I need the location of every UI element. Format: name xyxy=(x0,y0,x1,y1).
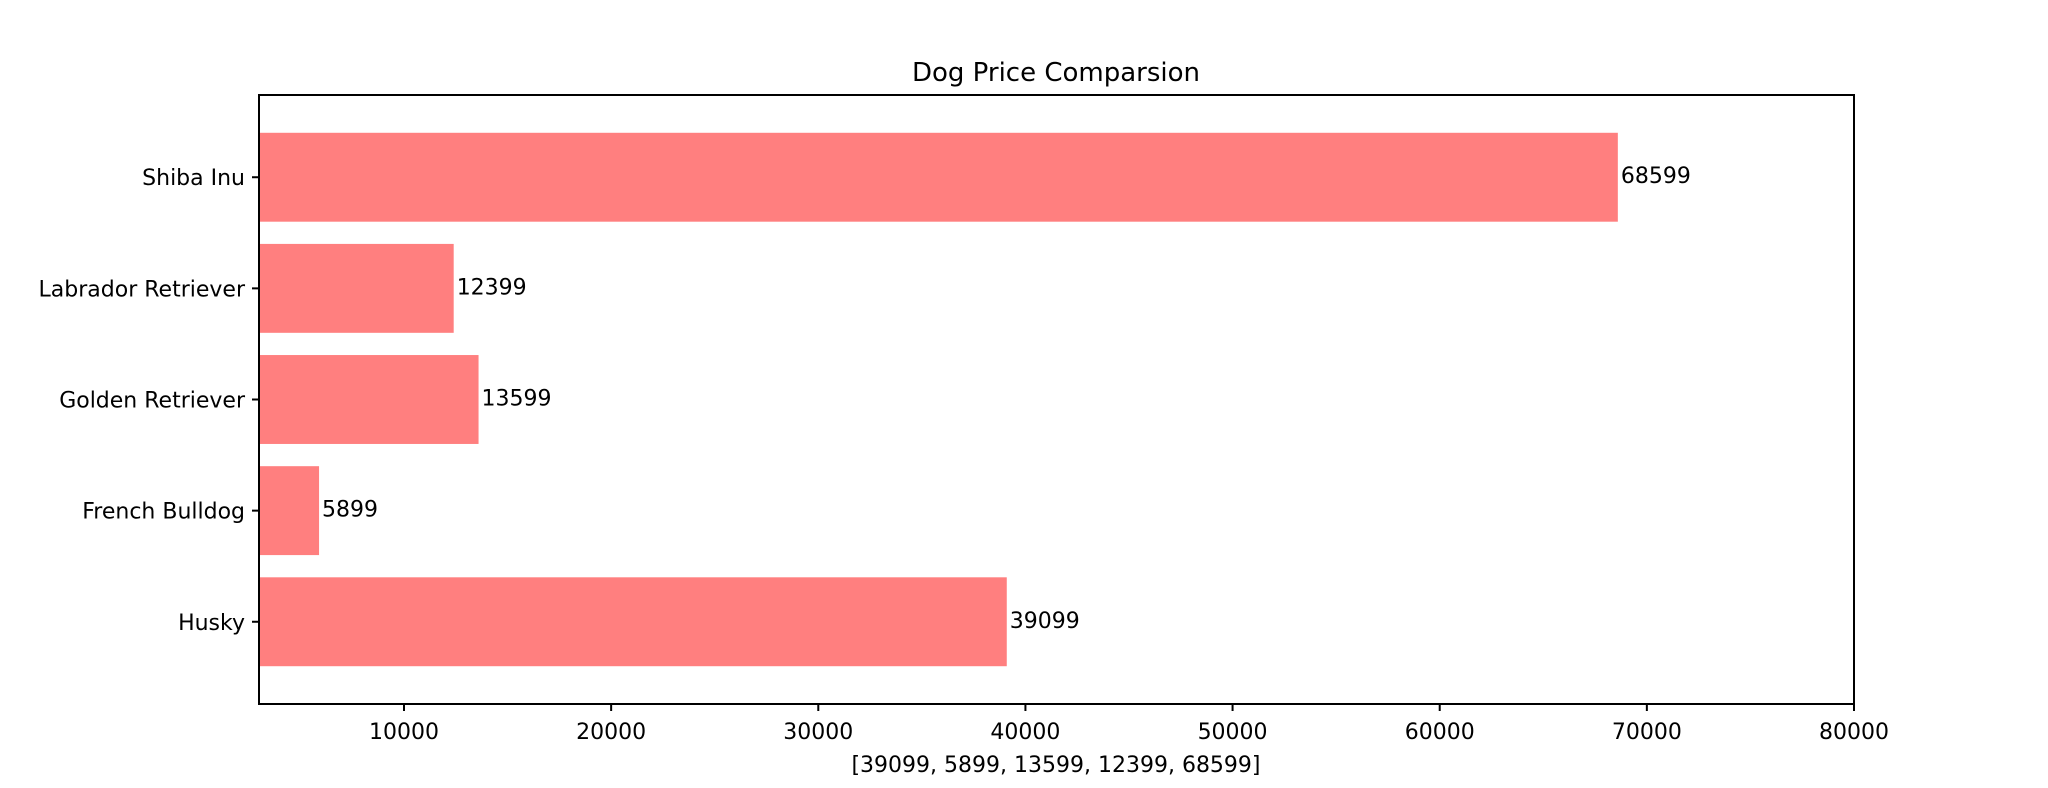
x-tick-label: 30000 xyxy=(783,720,853,745)
data-label: 68599 xyxy=(1621,164,1691,189)
data-label: 12399 xyxy=(457,275,527,300)
y-axis: Husky French Bulldog Golden Retriever Labra… xyxy=(39,166,259,636)
y-tick-label: Husky xyxy=(178,611,245,636)
x-tick-label: 20000 xyxy=(576,720,646,745)
bar xyxy=(259,355,479,444)
x-tick-label: 50000 xyxy=(1198,720,1268,745)
x-tick-label: 60000 xyxy=(1405,720,1475,745)
bars-layer: 39099 5899 13599 12399 68599 xyxy=(259,132,1691,667)
bar xyxy=(259,466,320,556)
bar xyxy=(259,243,454,333)
bar xyxy=(259,132,1618,222)
x-axis-label: [39099, 5899, 13599, 12399, 68599] xyxy=(851,753,1260,778)
x-tick-label: 80000 xyxy=(1819,720,1889,745)
x-tick-label: 70000 xyxy=(1612,720,1682,745)
bar xyxy=(259,577,1007,667)
y-tick-label: Golden Retriever xyxy=(59,389,246,414)
y-tick-label: Labrador Retriever xyxy=(39,277,246,302)
x-tick-label: 10000 xyxy=(369,720,439,745)
y-tick-label: Shiba Inu xyxy=(142,166,245,191)
chart-title: Dog Price Comparsion xyxy=(912,58,1200,88)
data-label: 39099 xyxy=(1010,609,1080,634)
data-label: 13599 xyxy=(482,387,552,412)
data-label: 5899 xyxy=(322,498,378,523)
y-tick-label: French Bulldog xyxy=(82,500,245,525)
x-axis: 10000 20000 30000 40000 50000 60000 70000 80000 xyxy=(369,704,1889,745)
x-tick-label: 40000 xyxy=(990,720,1060,745)
